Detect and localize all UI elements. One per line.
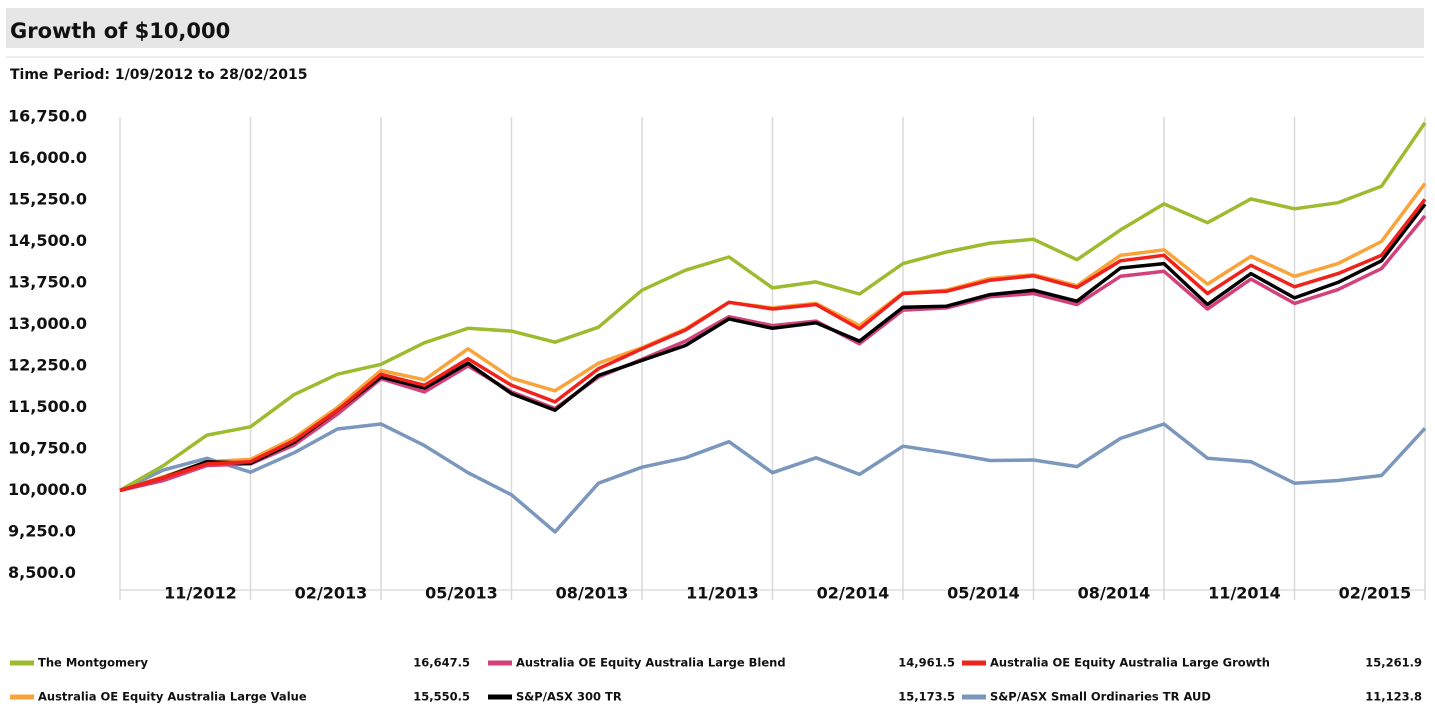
y-tick-label: 16,000.0	[8, 148, 87, 167]
legend-label: Australia OE Equity Australia Large Grow…	[990, 656, 1270, 670]
x-tick-label: 11/2013	[686, 584, 759, 603]
legend-label: The Montgomery	[38, 656, 148, 670]
series-line	[119, 422, 1427, 534]
title-bar	[6, 8, 1424, 48]
legend-swatch	[488, 660, 512, 666]
y-tick-label: 13,000.0	[8, 314, 87, 333]
legend-value: 15,261.9	[1365, 656, 1422, 670]
legend-swatch	[488, 694, 512, 700]
x-tick-label: 08/2014	[1078, 584, 1151, 603]
y-tick-label: 10,750.0	[8, 438, 87, 457]
y-tick-label: 13,750.0	[8, 272, 87, 291]
chart-title: Growth of $10,000	[10, 19, 230, 43]
x-tick-label: 05/2014	[947, 584, 1020, 603]
series-line	[119, 121, 1427, 492]
y-tick-label: 11,500.0	[8, 397, 87, 416]
x-tick-label: 11/2012	[164, 584, 237, 603]
y-tick-label: 10,000.0	[8, 480, 87, 499]
y-tick-label: 15,250.0	[8, 189, 87, 208]
legend-value: 14,961.5	[898, 656, 955, 670]
y-tick-label: 8,500.0	[8, 563, 76, 582]
x-tick-label: 02/2015	[1339, 584, 1412, 603]
x-tick-label: 05/2013	[425, 584, 498, 603]
x-tick-label: 02/2013	[295, 584, 368, 603]
legend-value: 15,173.5	[898, 690, 955, 704]
legend-label: Australia OE Equity Australia Large Blen…	[516, 656, 786, 670]
x-tick-label: 08/2013	[556, 584, 629, 603]
y-tick-label: 9,250.0	[8, 521, 76, 540]
legend-value: 15,550.5	[413, 690, 470, 704]
series-line	[119, 214, 1427, 493]
legend-value: 16,647.5	[413, 656, 470, 670]
legend-label: Australia OE Equity Australia Large Valu…	[38, 690, 307, 704]
legend-value: 11,123.8	[1365, 690, 1422, 704]
y-tick-label: 16,750.0	[8, 107, 87, 126]
x-tick-label: 11/2014	[1208, 584, 1281, 603]
legend-swatch	[10, 660, 34, 666]
legend-swatch	[962, 694, 986, 700]
legend-label: S&P/ASX Small Ordinaries TR AUD	[990, 690, 1211, 704]
y-tick-label: 12,250.0	[8, 355, 87, 374]
legend-swatch	[10, 694, 34, 700]
y-tick-label: 14,500.0	[8, 231, 87, 250]
series-line	[119, 198, 1427, 493]
legend-swatch	[962, 660, 986, 666]
x-tick-label: 02/2014	[817, 584, 890, 603]
legend-label: S&P/ASX 300 TR	[516, 690, 622, 704]
chart-subtitle: Time Period: 1/09/2012 to 28/02/2015	[10, 67, 308, 83]
